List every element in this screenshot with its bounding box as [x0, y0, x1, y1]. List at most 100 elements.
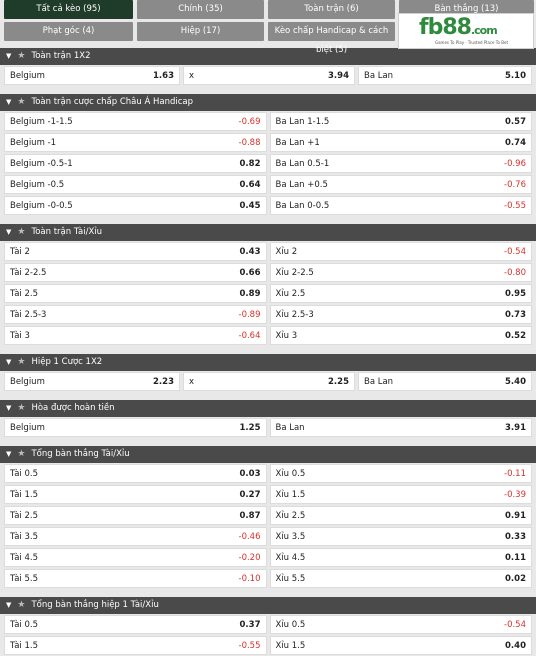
odd-cell-left[interactable]: Tài 4.5 -0.20	[4, 548, 267, 567]
odd-cell-home[interactable]: Belgium 2.23	[4, 372, 180, 391]
odd-value: 0.02	[505, 573, 526, 584]
odd-label: Xỉu 1.5	[275, 489, 306, 500]
odd-cell-right[interactable]: Xỉu 4.5 0.11	[269, 548, 532, 567]
odd-value: -0.96	[504, 158, 526, 169]
odd-cell-left[interactable]: Tài 2 0.43	[4, 242, 267, 261]
odd-cell-left[interactable]: Tài 5.5 -0.10	[4, 569, 267, 588]
odd-value: 1.25	[239, 422, 261, 433]
chevron-down-icon: ▼	[6, 98, 12, 106]
odd-cell-left[interactable]: Tài 3 -0.64	[4, 326, 267, 345]
odd-cell-right[interactable]: Xỉu 2.5 0.95	[269, 284, 532, 303]
odd-cell-right[interactable]: Ba Lan +0.5 -0.76	[269, 175, 532, 194]
odd-label: Tài 4.5	[10, 552, 38, 563]
odd-cell-left[interactable]: Tài 2.5-3 -0.89	[4, 305, 267, 324]
odd-label: Tài 2.5	[10, 288, 38, 299]
odd-value: 0.64	[239, 179, 261, 190]
odd-cell-left[interactable]: Belgium -1 -0.88	[4, 133, 267, 152]
tab-handicap[interactable]: Kèo chấp Handicap & cách biệt (5)	[268, 22, 395, 55]
odd-cell-left[interactable]: Tài 0.5 0.37	[4, 615, 267, 634]
section-header-half1-1x2[interactable]: ▼ ★ Hiệp 1 Cược 1X2	[0, 354, 536, 371]
odd-label: Tài 0.5	[10, 468, 38, 479]
odd-cell-away[interactable]: Ba Lan 5.40	[358, 372, 532, 391]
odd-cell-away[interactable]: Ba Lan 5.10	[358, 66, 532, 85]
odd-value: -0.55	[238, 640, 261, 651]
odd-value: 0.87	[239, 510, 261, 521]
odd-cell-right[interactable]: Ba Lan +1 0.74	[269, 133, 532, 152]
odd-cell-draw[interactable]: x 3.94	[183, 66, 355, 85]
tab-corners[interactable]: Phạt góc (4)	[4, 22, 133, 41]
odd-value: -0.39	[504, 489, 526, 500]
odd-cell-right[interactable]: Xỉu 2 -0.54	[269, 242, 532, 261]
odd-label: Belgium -1	[10, 137, 57, 148]
chevron-down-icon: ▼	[6, 450, 12, 458]
odd-label: Ba Lan	[364, 376, 394, 387]
star-icon[interactable]: ★	[17, 97, 26, 107]
odd-cell-home[interactable]: Belgium 1.63	[4, 66, 180, 85]
star-icon[interactable]: ★	[17, 227, 26, 237]
fb88-logo: fb88.com Games To Play · Trusted Place T…	[398, 13, 534, 49]
odd-cell-left[interactable]: Tài 0.5 0.03	[4, 464, 267, 483]
odd-cell-away[interactable]: Ba Lan 3.91	[269, 418, 532, 437]
odd-cell-draw[interactable]: x 2.25	[183, 372, 355, 391]
odd-value: 3.91	[505, 422, 526, 433]
odd-cell-right[interactable]: Xỉu 2.5 0.91	[269, 506, 532, 525]
section-header-asian-handicap[interactable]: ▼ ★ Toàn trận cược chấp Châu Á Handicap	[0, 94, 536, 111]
chevron-down-icon: ▼	[6, 228, 12, 236]
odd-cell-left[interactable]: Tài 2.5 0.89	[4, 284, 267, 303]
section-header-total-goals[interactable]: ▼ ★ Tổng bàn thắng Tài/Xỉu	[0, 446, 536, 463]
odd-cell-right[interactable]: Xỉu 2.5-3 0.73	[269, 305, 532, 324]
section-header-fulltime-1x2[interactable]: ▼ ★ Toàn trận 1X2	[0, 48, 536, 65]
odd-cell-left[interactable]: Tài 2.5 0.87	[4, 506, 267, 525]
odd-cell-right[interactable]: Ba Lan 0.5-1 -0.96	[269, 154, 532, 173]
odd-value: 0.95	[505, 288, 526, 299]
odd-value: -0.69	[238, 116, 261, 127]
logo-brand: fb88.com	[419, 15, 498, 40]
odd-cell-right[interactable]: Xỉu 3 0.52	[269, 326, 532, 345]
odd-cell-right[interactable]: Xỉu 1.5 0.40	[269, 636, 532, 655]
section-header-draw-no-bet[interactable]: ▼ ★ Hòa được hoàn tiền	[0, 400, 536, 417]
odd-cell-left[interactable]: Tài 1.5 -0.55	[4, 636, 267, 655]
odd-cell-right[interactable]: Xỉu 2-2.5 -0.80	[269, 263, 532, 282]
odd-value: -0.89	[238, 309, 261, 320]
odd-cell-left[interactable]: Belgium -0.5 0.64	[4, 175, 267, 194]
star-icon[interactable]: ★	[17, 51, 26, 61]
odd-cell-left[interactable]: Tài 2-2.5 0.66	[4, 263, 267, 282]
odd-cell-right[interactable]: Ba Lan 0-0.5 -0.55	[269, 196, 532, 215]
odds-row: Tài 2.5-3 -0.89 Xỉu 2.5-3 0.73	[4, 304, 532, 325]
star-icon[interactable]: ★	[17, 600, 26, 610]
odd-cell-left[interactable]: Belgium -0.5-1 0.82	[4, 154, 267, 173]
odd-value: 5.10	[505, 70, 526, 81]
odd-label: Ba Lan +1	[275, 137, 320, 148]
odd-cell-left[interactable]: Belgium -1-1.5 -0.69	[4, 112, 267, 131]
star-icon[interactable]: ★	[17, 357, 26, 367]
odd-value: 0.37	[239, 619, 261, 630]
star-icon[interactable]: ★	[17, 449, 26, 459]
star-icon[interactable]: ★	[17, 403, 26, 413]
odd-cell-home[interactable]: Belgium 1.25	[4, 418, 267, 437]
tab-all[interactable]: Tất cả kèo (95)	[4, 0, 133, 19]
odd-label: Ba Lan 1-1.5	[275, 116, 330, 127]
odd-cell-right[interactable]: Ba Lan 1-1.5 0.57	[269, 112, 532, 131]
odd-cell-right[interactable]: Xỉu 5.5 0.02	[269, 569, 532, 588]
odds-row: Belgium -0.5 0.64 Ba Lan +0.5 -0.76	[4, 174, 532, 195]
odd-label: x	[189, 70, 195, 81]
section-title: Toàn trận 1X2	[31, 51, 91, 61]
odd-cell-left[interactable]: Tài 1.5 0.27	[4, 485, 267, 504]
odd-label: Tài 3	[10, 330, 30, 341]
tab-main[interactable]: Chính (35)	[137, 0, 264, 19]
odd-cell-right[interactable]: Xỉu 1.5 -0.39	[269, 485, 532, 504]
section-title: Hòa được hoàn tiền	[31, 403, 115, 413]
odd-value: 0.89	[239, 288, 261, 299]
odd-cell-right[interactable]: Xỉu 3.5 0.33	[269, 527, 532, 546]
odd-cell-right[interactable]: Xỉu 0.5 -0.11	[269, 464, 532, 483]
section-title: Hiệp 1 Cược 1X2	[31, 357, 103, 367]
odd-cell-right[interactable]: Xỉu 0.5 -0.54	[269, 615, 532, 634]
odd-cell-left[interactable]: Tài 3.5 -0.46	[4, 527, 267, 546]
section-header-over-under[interactable]: ▼ ★ Toàn trận Tài/Xỉu	[0, 224, 536, 241]
tab-half[interactable]: Hiệp (17)	[137, 22, 264, 41]
odd-cell-left[interactable]: Belgium -0-0.5 0.45	[4, 196, 267, 215]
tab-fulltime[interactable]: Toàn trận (6)	[268, 0, 395, 19]
section-header-half1-total-goals[interactable]: ▼ ★ Tổng bàn thắng hiệp 1 Tài/Xỉu	[0, 597, 536, 614]
section-title: Tổng bàn thắng hiệp 1 Tài/Xỉu	[31, 600, 159, 610]
odd-label: Tài 5.5	[10, 573, 38, 584]
